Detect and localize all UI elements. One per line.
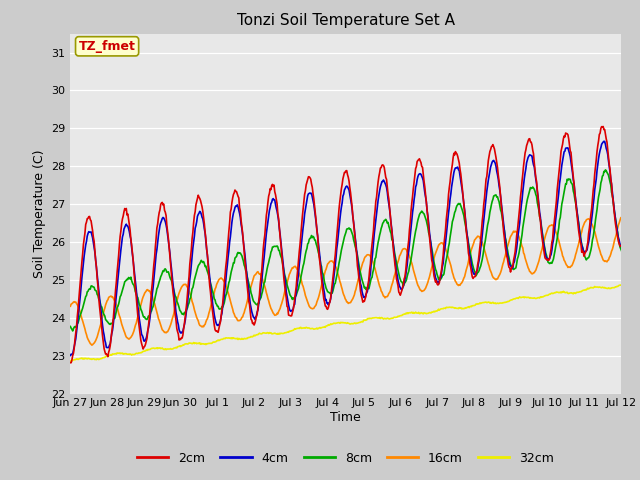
X-axis label: Time: Time <box>330 411 361 424</box>
Legend: 2cm, 4cm, 8cm, 16cm, 32cm: 2cm, 4cm, 8cm, 16cm, 32cm <box>132 447 559 469</box>
Y-axis label: Soil Temperature (C): Soil Temperature (C) <box>33 149 45 278</box>
Text: TZ_fmet: TZ_fmet <box>79 40 136 53</box>
Title: Tonzi Soil Temperature Set A: Tonzi Soil Temperature Set A <box>237 13 454 28</box>
